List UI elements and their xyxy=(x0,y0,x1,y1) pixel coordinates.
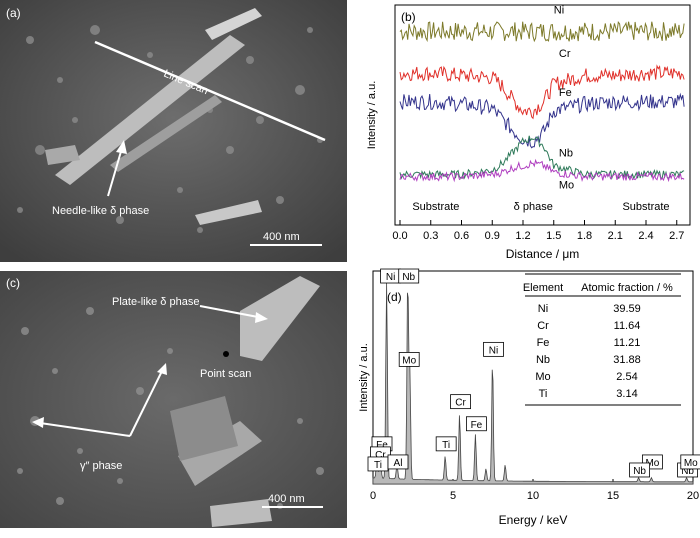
table-header-element: Element xyxy=(523,282,563,294)
x-tick-label: 0.3 xyxy=(423,230,438,242)
x-tick-label: 2.1 xyxy=(608,230,623,242)
peak-label-box xyxy=(435,436,457,452)
needle-phase-label: Needle-like δ phase xyxy=(52,205,149,217)
table-cell-fraction: 31.88 xyxy=(613,354,641,366)
table-cell-element: Mo xyxy=(535,371,550,383)
panel-c-label: (c) xyxy=(6,276,20,290)
table-cell-fraction: 2.54 xyxy=(616,371,637,383)
sem-image-c: Point scan Plate-like δ phase γ″ phase (… xyxy=(0,271,347,528)
peak-label: Cr xyxy=(455,398,466,409)
peak-label: Nb xyxy=(402,272,415,283)
panel-d-label: (d) xyxy=(387,290,402,304)
y-axis-label: Intensity / a.u. xyxy=(366,81,378,149)
plate-arrow xyxy=(199,305,259,318)
x-tick-label: 2.7 xyxy=(669,230,684,242)
peak-label: Fe xyxy=(376,440,388,451)
plot-frame-d xyxy=(372,270,694,485)
peak-label: Mo xyxy=(684,458,698,469)
point-scan-label: Point scan xyxy=(200,368,251,380)
table-cell-element: Nb xyxy=(536,354,550,366)
peak-label: Nb xyxy=(633,466,646,477)
scale-bar-c-label: 400 nm xyxy=(268,493,305,505)
x-tick-label: 1.8 xyxy=(577,230,592,242)
peak-label: Mo xyxy=(402,355,416,366)
x-tick-label-d: 10 xyxy=(527,490,539,502)
table-cell-fraction: 3.14 xyxy=(616,388,637,400)
x-axis-label: Distance / μm xyxy=(506,247,580,261)
y-axis-label-d: Intensity / a.u. xyxy=(358,343,370,411)
peak-label: Al xyxy=(394,458,403,469)
peak-label-box xyxy=(398,352,420,367)
point-scan-marker xyxy=(223,351,229,357)
needle-phase xyxy=(55,35,245,185)
eds-spectrum xyxy=(372,282,694,485)
gamma-arrow-right xyxy=(129,370,163,437)
series-label-ni: Ni xyxy=(554,4,564,16)
series-line-mo xyxy=(399,158,685,183)
line-scan-chart: (b) Intensity / a.u. Distance / μm 0.0 0.… xyxy=(366,4,691,261)
x-axis-label-d: Energy / keV xyxy=(499,513,568,527)
peak-label-box xyxy=(450,394,471,410)
x-tick-label-d: 5 xyxy=(450,490,456,502)
region-label: Substrate xyxy=(412,201,459,213)
panel-b: (b) Intensity / a.u. Distance / μm 0.0 0.… xyxy=(355,0,700,265)
peak-label: Cr xyxy=(375,450,386,461)
line-scan-line xyxy=(94,40,326,142)
x-tick-label: 0.6 xyxy=(454,230,469,242)
series-line-ni xyxy=(399,20,685,43)
table-cell-fraction: 39.59 xyxy=(613,303,641,315)
peak-label: Ti xyxy=(374,460,382,471)
series-label-cr: Cr xyxy=(559,48,571,60)
peak-label: Ti xyxy=(442,440,450,451)
table-cell-fraction: 11.21 xyxy=(614,337,641,349)
table-cell-element: Fe xyxy=(537,337,550,349)
series-label-fe: Fe xyxy=(559,87,572,99)
region-label: Substrate xyxy=(622,201,669,213)
x-tick-label-d: 0 xyxy=(370,490,376,502)
x-tick-label-d: 15 xyxy=(607,490,619,502)
table-cell-element: Cr xyxy=(537,320,549,332)
region-label: δ phase xyxy=(514,201,553,213)
series-line-fe xyxy=(399,92,685,149)
eds-spectrum-chart: (d) Intensity / a.u. Energy / keV 0 5 10 15… xyxy=(358,268,700,527)
peak-label: Ni xyxy=(489,345,498,356)
peak-label: Ni xyxy=(386,272,395,283)
plate-phase xyxy=(240,276,320,361)
x-tick-label: 1.2 xyxy=(515,230,530,242)
peak-label-box xyxy=(387,454,409,470)
phase-arrow xyxy=(107,147,123,197)
series-label-mo: Mo xyxy=(559,180,574,192)
peak-label: Nb xyxy=(681,466,694,477)
series-label-nb: Nb xyxy=(559,147,573,159)
table-cell-fraction: 11.64 xyxy=(614,320,641,332)
table-cell-element: Ni xyxy=(538,303,548,315)
panel-b-label: (b) xyxy=(401,10,416,24)
sem-image-a: Line scan Needle-like δ phase (a) 400 nm xyxy=(0,0,347,262)
x-tick-label-d: 20 xyxy=(687,490,699,502)
x-tick-label: 0.0 xyxy=(392,230,407,242)
plot-frame xyxy=(394,4,691,226)
peak-label-box xyxy=(680,454,700,470)
series-line-cr xyxy=(399,64,685,120)
gamma-arrow-left xyxy=(39,422,131,437)
table-cell-element: Ti xyxy=(539,388,548,400)
panel-a-label: (a) xyxy=(6,6,21,20)
panel-d: (d) Intensity / a.u. Energy / keV 0 5 10 15… xyxy=(355,266,700,533)
plate-phase-label: Plate-like δ phase xyxy=(112,296,199,308)
table-header-fraction: Atomic fraction / % xyxy=(581,282,673,294)
panel-a: Line scan Needle-like δ phase (a) 400 nm xyxy=(0,0,347,262)
peak-label: Fe xyxy=(471,420,483,431)
peak-label-box xyxy=(466,416,487,432)
x-tick-label: 2.4 xyxy=(638,230,653,242)
scale-bar-a-label: 400 nm xyxy=(263,231,300,243)
peak-label-box xyxy=(483,341,504,357)
peak-label-box xyxy=(629,462,651,478)
x-tick-label: 1.5 xyxy=(546,230,561,242)
gamma-phase-label: γ″ phase xyxy=(80,460,122,472)
peak-label-box xyxy=(398,268,420,284)
peak-label: Mo xyxy=(645,458,659,469)
panel-c: Point scan Plate-like δ phase γ″ phase (… xyxy=(0,271,347,528)
series-line-nb xyxy=(399,135,685,181)
x-tick-label: 0.9 xyxy=(485,230,500,242)
